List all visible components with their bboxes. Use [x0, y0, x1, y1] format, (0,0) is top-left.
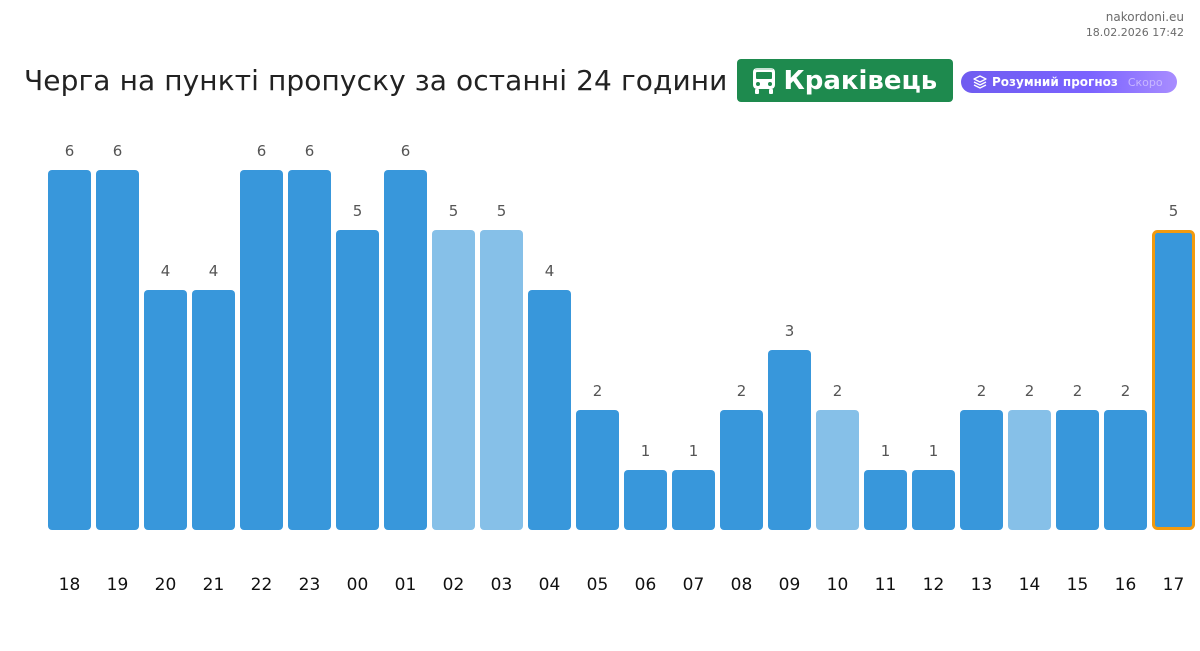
value-label-04: 4	[545, 262, 555, 280]
x-tick-label-17: 17	[1163, 575, 1185, 595]
x-tick-label-15: 15	[1067, 575, 1089, 595]
value-label-12: 1	[929, 442, 939, 460]
value-label-20: 4	[161, 262, 171, 280]
value-label-19: 6	[113, 142, 123, 160]
bar-18[interactable]	[48, 170, 91, 530]
value-label-06: 1	[641, 442, 651, 460]
bar-15[interactable]	[1056, 410, 1099, 530]
bar-21[interactable]	[192, 290, 235, 530]
bar-08[interactable]	[720, 410, 763, 530]
value-label-05: 2	[593, 382, 603, 400]
page-title: Черга на пункті пропуску за останні 24 г…	[24, 64, 728, 97]
x-tick-label-08: 08	[731, 575, 753, 595]
bar-19[interactable]	[96, 170, 139, 530]
value-label-09: 3	[785, 322, 795, 340]
bar-03[interactable]	[480, 230, 523, 530]
value-label-01: 6	[401, 142, 411, 160]
checkpoint-badge: Краківець	[737, 59, 954, 102]
x-tick-label-21: 21	[203, 575, 225, 595]
site-name: nakordoni.eu	[1105, 10, 1184, 24]
bar-01[interactable]	[384, 170, 427, 530]
value-label-07: 1	[689, 442, 699, 460]
x-tick-label-04: 04	[539, 575, 561, 595]
value-label-03: 5	[497, 202, 507, 220]
value-label-08: 2	[737, 382, 747, 400]
bar-11[interactable]	[864, 470, 907, 530]
x-tick-label-16: 16	[1115, 575, 1137, 595]
layers-icon	[973, 75, 987, 89]
x-tick-label-05: 05	[587, 575, 609, 595]
x-tick-label-13: 13	[971, 575, 993, 595]
value-label-02: 5	[449, 202, 459, 220]
bar-22[interactable]	[240, 170, 283, 530]
bus-icon	[753, 67, 776, 94]
value-label-22: 6	[257, 142, 267, 160]
brand-block: nakordoni.eu 18.02.2026 17:42	[1086, 9, 1184, 40]
x-tick-label-10: 10	[827, 575, 849, 595]
bar-06[interactable]	[624, 470, 667, 530]
checkpoint-name: Краківець	[783, 65, 938, 96]
value-label-10: 2	[833, 382, 843, 400]
timestamp: 18.02.2026 17:42	[1085, 26, 1184, 39]
x-tick-label-23: 23	[299, 575, 321, 595]
x-tick-label-20: 20	[155, 575, 177, 595]
bar-10[interactable]	[816, 410, 859, 530]
x-tick-label-00: 00	[347, 575, 369, 595]
x-tick-label-18: 18	[59, 575, 81, 595]
bar-00[interactable]	[336, 230, 379, 530]
bar-14[interactable]	[1008, 410, 1051, 530]
value-label-16: 2	[1121, 382, 1131, 400]
x-tick-label-06: 06	[635, 575, 657, 595]
bar-17[interactable]	[1152, 230, 1195, 530]
value-label-15: 2	[1073, 382, 1083, 400]
x-tick-label-09: 09	[779, 575, 801, 595]
bar-20[interactable]	[144, 290, 187, 530]
bar-16[interactable]	[1104, 410, 1147, 530]
smart-forecast-label: Розумний прогноз	[992, 75, 1118, 89]
value-label-14: 2	[1025, 382, 1035, 400]
value-label-17: 5	[1169, 202, 1179, 220]
bar-07[interactable]	[672, 470, 715, 530]
x-tick-label-01: 01	[395, 575, 417, 595]
x-tick-label-02: 02	[443, 575, 465, 595]
value-label-21: 4	[209, 262, 219, 280]
bar-05[interactable]	[576, 410, 619, 530]
value-label-18: 6	[65, 142, 75, 160]
smart-forecast-button[interactable]: Розумний прогноз Скоро	[961, 71, 1177, 93]
bar-23[interactable]	[288, 170, 331, 530]
x-tick-label-03: 03	[491, 575, 513, 595]
bar-09[interactable]	[768, 350, 811, 530]
value-label-00: 5	[353, 202, 363, 220]
bar-12[interactable]	[912, 470, 955, 530]
x-tick-label-14: 14	[1019, 575, 1041, 595]
x-tick-label-11: 11	[875, 575, 897, 595]
x-tick-label-22: 22	[251, 575, 273, 595]
bar-04[interactable]	[528, 290, 571, 530]
bar-13[interactable]	[960, 410, 1003, 530]
value-label-23: 6	[305, 142, 315, 160]
forecast-status-badge: Скоро	[1127, 75, 1163, 89]
value-label-13: 2	[977, 382, 987, 400]
x-tick-label-12: 12	[923, 575, 945, 595]
header: Черга на пункті пропуску за останні 24 г…	[24, 59, 954, 102]
value-label-11: 1	[881, 442, 891, 460]
x-tick-label-07: 07	[683, 575, 705, 595]
bar-02[interactable]	[432, 230, 475, 530]
x-tick-label-19: 19	[107, 575, 129, 595]
